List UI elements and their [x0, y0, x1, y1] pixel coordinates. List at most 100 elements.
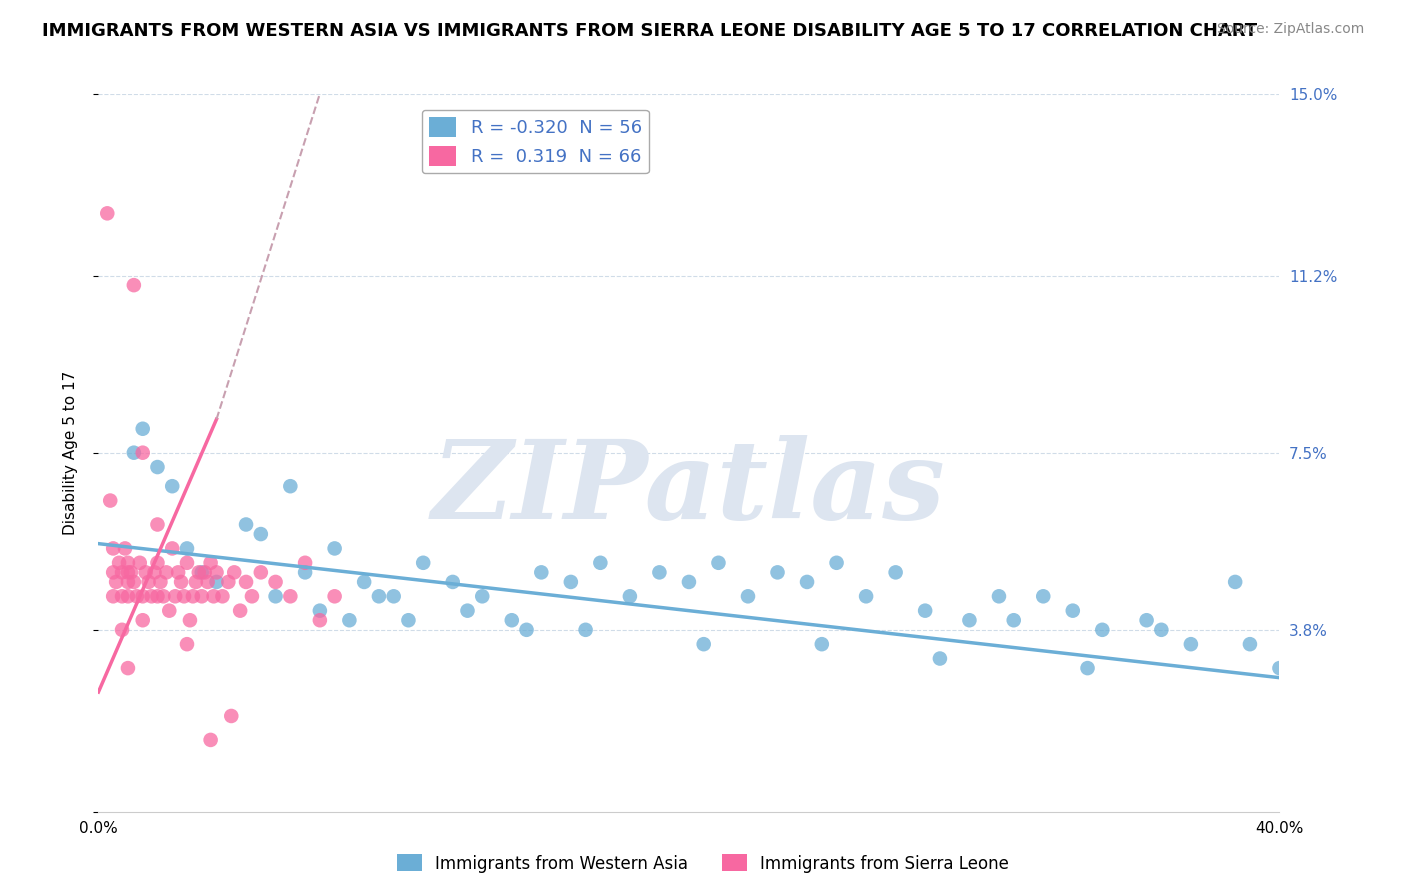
Point — [501, 613, 523, 627]
Point — [205, 574, 228, 589]
Point — [217, 574, 239, 589]
Point — [108, 556, 131, 570]
Point — [200, 556, 222, 570]
Point — [235, 517, 257, 532]
Point — [280, 479, 302, 493]
Point — [959, 613, 981, 627]
Point — [250, 566, 273, 580]
Point — [353, 574, 375, 589]
Point — [132, 613, 155, 627]
Point — [181, 590, 204, 604]
Point — [146, 590, 169, 604]
Point — [173, 590, 195, 604]
Point — [398, 613, 420, 627]
Point — [693, 637, 716, 651]
Point — [929, 651, 952, 665]
Point — [530, 566, 553, 580]
Point — [103, 590, 125, 604]
Point — [122, 278, 145, 293]
Point — [157, 604, 180, 618]
Point — [250, 527, 273, 541]
Point — [176, 637, 198, 651]
Point — [125, 590, 148, 604]
Point — [707, 556, 730, 570]
Point — [796, 574, 818, 589]
Point — [176, 556, 198, 570]
Point — [146, 517, 169, 532]
Point — [122, 446, 145, 460]
Point — [294, 556, 316, 570]
Point — [202, 590, 225, 604]
Point — [825, 556, 848, 570]
Point — [1239, 637, 1261, 651]
Point — [229, 604, 252, 618]
Point — [619, 590, 641, 604]
Point — [914, 604, 936, 618]
Point — [205, 566, 228, 580]
Point — [146, 460, 169, 475]
Point — [855, 590, 877, 604]
Point — [179, 613, 201, 627]
Point — [191, 566, 214, 580]
Point — [143, 566, 166, 580]
Point — [138, 574, 160, 589]
Point — [412, 556, 434, 570]
Point — [678, 574, 700, 589]
Point — [117, 556, 139, 570]
Point — [117, 566, 139, 580]
Point — [191, 590, 214, 604]
Text: IMMIGRANTS FROM WESTERN ASIA VS IMMIGRANTS FROM SIERRA LEONE DISABILITY AGE 5 TO: IMMIGRANTS FROM WESTERN ASIA VS IMMIGRAN… — [42, 22, 1257, 40]
Point — [294, 566, 316, 580]
Text: Source: ZipAtlas.com: Source: ZipAtlas.com — [1216, 22, 1364, 37]
Point — [648, 566, 671, 580]
Y-axis label: Disability Age 5 to 17: Disability Age 5 to 17 — [63, 370, 77, 535]
Point — [382, 590, 405, 604]
Point — [149, 574, 172, 589]
Point — [105, 574, 128, 589]
Point — [135, 566, 157, 580]
Point — [264, 590, 287, 604]
Point — [176, 541, 198, 556]
Point — [117, 590, 139, 604]
Point — [240, 590, 263, 604]
Point — [103, 541, 125, 556]
Point — [114, 541, 136, 556]
Point — [323, 590, 346, 604]
Point — [194, 566, 217, 580]
Point — [224, 566, 246, 580]
Point — [117, 574, 139, 589]
Point — [368, 590, 391, 604]
Text: ZIPatlas: ZIPatlas — [432, 434, 946, 542]
Point — [103, 566, 125, 580]
Point — [988, 590, 1011, 604]
Point — [264, 574, 287, 589]
Point — [155, 566, 177, 580]
Point — [146, 556, 169, 570]
Point — [152, 590, 174, 604]
Point — [211, 590, 233, 604]
Point — [1150, 623, 1173, 637]
Point — [187, 566, 209, 580]
Point — [1091, 623, 1114, 637]
Point — [98, 493, 121, 508]
Point — [132, 422, 155, 436]
Point — [96, 206, 118, 220]
Point — [339, 613, 361, 627]
Point — [1032, 590, 1054, 604]
Point — [117, 661, 139, 675]
Point — [197, 574, 219, 589]
Point — [1180, 637, 1202, 651]
Point — [560, 574, 582, 589]
Point — [309, 613, 332, 627]
Point — [457, 604, 479, 618]
Point — [589, 556, 612, 570]
Point — [122, 574, 145, 589]
Point — [884, 566, 907, 580]
Point — [111, 590, 134, 604]
Point — [811, 637, 834, 651]
Point — [162, 479, 183, 493]
Point — [167, 566, 190, 580]
Point — [132, 590, 155, 604]
Point — [184, 574, 207, 589]
Point — [280, 590, 302, 604]
